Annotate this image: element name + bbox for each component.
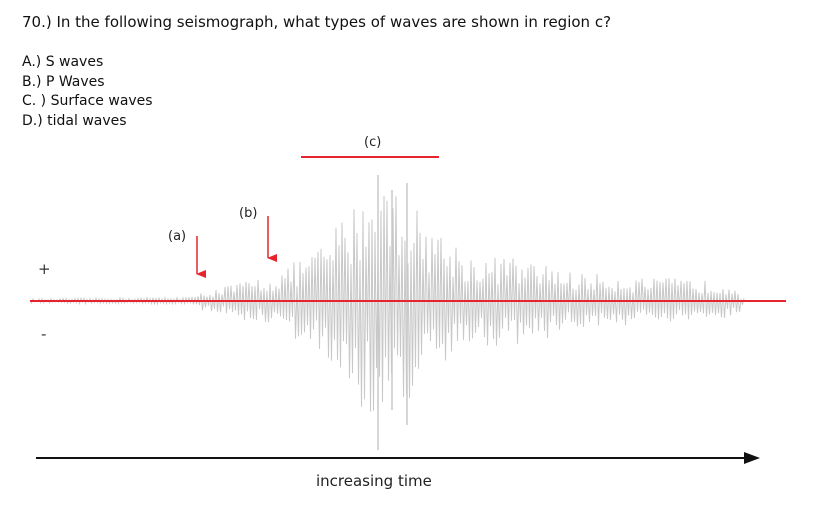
minus-sign: - [41,325,46,343]
waveform-path [29,196,745,412]
option-a[interactable]: A.) S waves [22,54,104,70]
label-c: (c) [364,135,381,150]
time-axis-label: increasing time [316,472,432,490]
option-c[interactable]: C. ) Surface waves [22,93,153,109]
label-a: (a) [168,229,186,244]
question-text: 70.) In the following seismograph, what … [22,13,612,31]
option-d[interactable]: D.) tidal waves [22,112,127,129]
seismic-trace [29,175,745,450]
plus-sign: + [38,260,51,278]
option-b[interactable]: B.) P Waves [22,73,105,90]
answer-options: A.) S waves B.) P Waves C. ) Surface wav… [22,53,153,131]
time-axis-arrowhead [744,452,760,464]
label-b: (b) [239,206,257,221]
